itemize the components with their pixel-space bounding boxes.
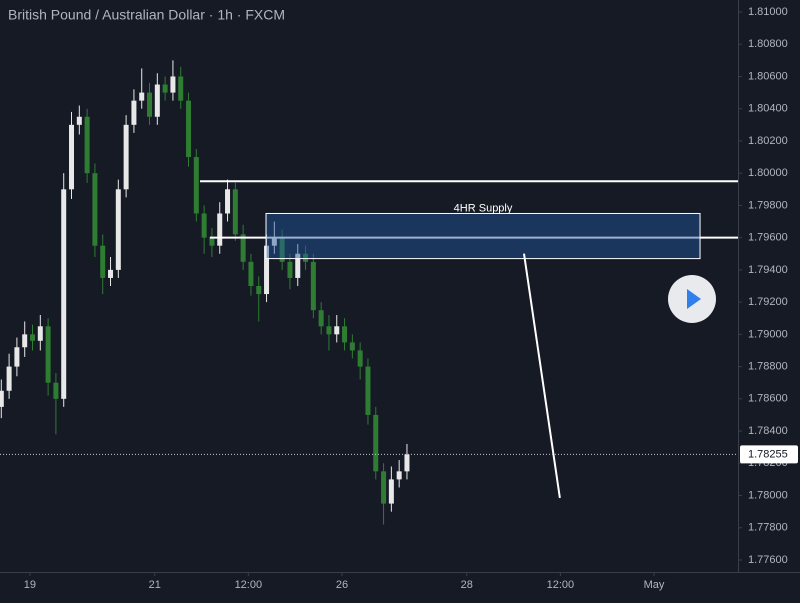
candle-body: [295, 253, 301, 278]
candle-body: [232, 189, 238, 235]
y-tick-label: 1.77600: [748, 554, 788, 566]
y-tick-label: 1.77800: [748, 522, 788, 534]
y-tick-label: 1.79800: [748, 199, 788, 211]
candle-body: [334, 326, 340, 335]
candle-body: [115, 189, 121, 270]
y-tick-label: 1.80800: [748, 38, 788, 50]
last-price-box: [740, 445, 798, 464]
y-tick-label: 1.78600: [748, 393, 788, 405]
candle-body: [225, 189, 231, 214]
chart-title: British Pound / Australian Dollar · 1h ·…: [8, 7, 285, 23]
y-tick-label: 1.79600: [748, 232, 788, 244]
y-tick-label: 1.78000: [748, 489, 788, 501]
candle-body: [123, 124, 129, 190]
candle-body: [264, 245, 270, 295]
y-tick-label: 1.80400: [748, 103, 788, 115]
candle-body: [69, 124, 75, 190]
candle-body: [388, 479, 394, 504]
candle-body: [287, 261, 293, 278]
candle-body: [0, 390, 4, 407]
last-price-label: 1.78255: [748, 448, 788, 460]
candle-body: [318, 310, 324, 327]
y-tick-label: 1.78400: [748, 425, 788, 437]
candle-body: [170, 76, 176, 93]
candle-body: [45, 326, 51, 383]
candle-body: [61, 189, 67, 399]
candle-body: [37, 326, 43, 341]
x-tick-label: 12:00: [547, 579, 575, 591]
play-button[interactable]: [668, 275, 716, 323]
candle-body: [279, 237, 285, 262]
candle-body: [178, 76, 184, 101]
y-tick-label: 1.80000: [748, 167, 788, 179]
candle-body: [193, 157, 199, 214]
candle-body: [147, 92, 153, 117]
y-tick-label: 1.80600: [748, 70, 788, 82]
candle-body: [84, 116, 90, 174]
candle-body: [381, 471, 387, 504]
candle-body: [240, 234, 246, 262]
candle-body: [22, 334, 28, 348]
candle-body: [131, 100, 137, 125]
x-tick-label: 28: [461, 579, 473, 591]
candle-body: [14, 347, 20, 367]
zone-label: 4HR Supply: [454, 202, 513, 214]
play-icon[interactable]: [687, 289, 701, 309]
candle-body: [53, 382, 59, 399]
x-tick-label: 21: [149, 579, 161, 591]
candle-body: [30, 334, 36, 341]
y-tick-label: 1.81000: [748, 6, 788, 18]
candle-body: [139, 92, 145, 101]
candle-body: [349, 342, 355, 351]
x-tick-label: 19: [24, 579, 36, 591]
candle-body: [326, 326, 332, 335]
candle-body: [76, 116, 82, 125]
candle-body: [365, 366, 371, 415]
candle-body: [357, 350, 363, 367]
candle-body: [108, 269, 114, 278]
candle-body: [303, 253, 309, 262]
candle-body: [186, 100, 192, 158]
y-tick-label: 1.80200: [748, 135, 788, 147]
supply-zone: [265, 212, 701, 260]
y-tick-label: 1.78800: [748, 360, 788, 372]
candle-body: [154, 84, 160, 117]
candle-body: [217, 213, 223, 246]
candle-body: [404, 454, 410, 472]
candle-body: [162, 84, 168, 93]
candle-body: [256, 286, 262, 295]
candle-body: [92, 173, 98, 246]
trend-line: [522, 253, 561, 499]
x-tick-label: May: [644, 579, 665, 591]
candle-body: [6, 366, 12, 391]
y-tick-label: 1.79400: [748, 264, 788, 276]
candle-body: [271, 237, 277, 246]
candle-body: [100, 245, 106, 278]
y-tick-label: 1.79000: [748, 328, 788, 340]
candle-body: [373, 414, 379, 472]
candle-body: [209, 237, 215, 246]
candle-body: [396, 471, 402, 480]
candle-body: [310, 261, 316, 311]
x-tick-label: 12:00: [235, 579, 263, 591]
y-tick-label: 1.79200: [748, 296, 788, 308]
candle-body: [342, 326, 348, 343]
x-tick-label: 26: [336, 579, 348, 591]
candle-body: [201, 213, 207, 238]
candle-body: [248, 261, 254, 286]
